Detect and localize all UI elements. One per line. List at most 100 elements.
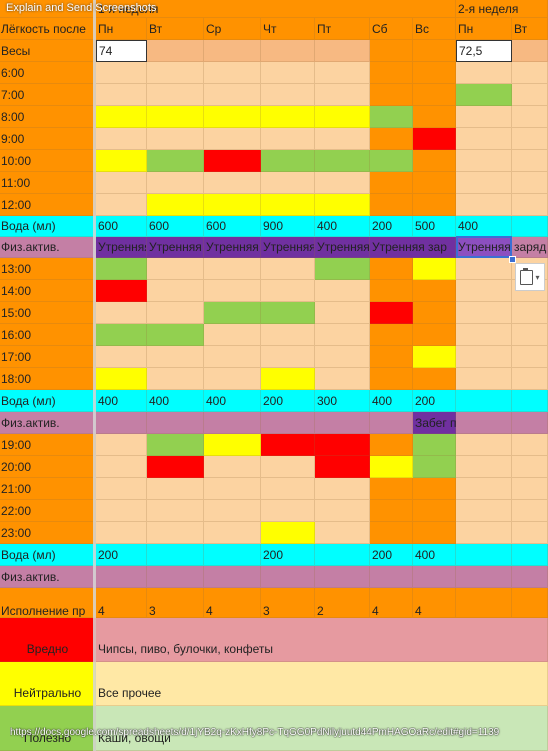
hour-cell[interactable]: [370, 434, 413, 456]
water-cell[interactable]: 200: [370, 544, 413, 566]
hour-cell[interactable]: [261, 62, 315, 84]
hour-cell[interactable]: [315, 150, 370, 172]
day-header-cell[interactable]: Вт: [512, 18, 548, 40]
hour-cell[interactable]: [456, 194, 512, 216]
hour-cell[interactable]: [315, 258, 370, 280]
execution-cell[interactable]: 4: [96, 588, 147, 618]
day-header-cell[interactable]: Пн: [96, 18, 147, 40]
execution-cell[interactable]: [512, 588, 548, 618]
hour-cell[interactable]: [413, 128, 456, 150]
execution-cell[interactable]: 2: [315, 588, 370, 618]
hour-cell[interactable]: [413, 478, 456, 500]
hour-label-cell[interactable]: 8:00: [0, 106, 96, 128]
activity-cell[interactable]: [413, 566, 456, 588]
water-cell[interactable]: 300: [315, 390, 370, 412]
hour-cell[interactable]: [456, 106, 512, 128]
activity-cell[interactable]: заряд: [512, 237, 548, 258]
hour-label-cell[interactable]: 13:00: [0, 258, 96, 280]
row-label-cell[interactable]: Лёгкость после: [0, 18, 96, 40]
hour-label-cell[interactable]: 18:00: [0, 368, 96, 390]
hour-cell[interactable]: [96, 194, 147, 216]
hour-cell[interactable]: [96, 84, 147, 106]
activity-label-cell[interactable]: Физ.актив.: [0, 412, 96, 434]
hour-cell[interactable]: [96, 346, 147, 368]
activity-label-cell[interactable]: Физ.актив.: [0, 237, 96, 258]
hour-cell[interactable]: [370, 302, 413, 324]
execution-cell[interactable]: 4: [204, 588, 261, 618]
hour-cell[interactable]: [315, 456, 370, 478]
hour-cell[interactable]: [512, 302, 548, 324]
hour-cell[interactable]: [315, 434, 370, 456]
hour-cell[interactable]: [413, 346, 456, 368]
hour-cell[interactable]: [456, 280, 512, 302]
legend-healthy-label[interactable]: Полезно: [0, 706, 96, 751]
hour-cell[interactable]: [261, 106, 315, 128]
water-cell[interactable]: 400: [315, 216, 370, 237]
hour-cell[interactable]: [261, 84, 315, 106]
hour-cell[interactable]: [512, 456, 548, 478]
execution-cell[interactable]: 4: [413, 588, 456, 618]
activity-cell[interactable]: Утренняя: [204, 237, 261, 258]
water-cell[interactable]: [512, 390, 548, 412]
hour-cell[interactable]: [512, 500, 548, 522]
day-header-cell[interactable]: Пн: [456, 18, 512, 40]
day-header-cell[interactable]: Ср: [204, 18, 261, 40]
activity-cell[interactable]: [370, 566, 413, 588]
hour-cell[interactable]: [370, 194, 413, 216]
water-cell[interactable]: 500: [413, 216, 456, 237]
hour-cell[interactable]: [261, 302, 315, 324]
hour-cell[interactable]: [147, 302, 204, 324]
water-cell[interactable]: 900: [261, 216, 315, 237]
hour-cell[interactable]: [204, 302, 261, 324]
hour-cell[interactable]: [456, 62, 512, 84]
activity-cell[interactable]: [96, 566, 147, 588]
hour-cell[interactable]: [147, 500, 204, 522]
hour-cell[interactable]: [370, 150, 413, 172]
hour-cell[interactable]: [413, 194, 456, 216]
hour-label-cell[interactable]: 23:00: [0, 522, 96, 544]
hour-cell[interactable]: [315, 368, 370, 390]
water-cell[interactable]: [512, 544, 548, 566]
hour-cell[interactable]: [261, 500, 315, 522]
weight-input-mon[interactable]: 74: [96, 40, 147, 62]
hour-cell[interactable]: [456, 346, 512, 368]
activity-cell[interactable]: [315, 412, 370, 434]
hour-cell[interactable]: [315, 62, 370, 84]
hour-cell[interactable]: [204, 368, 261, 390]
hour-cell[interactable]: [315, 500, 370, 522]
activity-cell[interactable]: Утренняя: [261, 237, 315, 258]
activity-cell[interactable]: Утренняя зар: [370, 237, 456, 258]
hour-cell[interactable]: [413, 368, 456, 390]
hour-cell[interactable]: [147, 194, 204, 216]
hour-cell[interactable]: [204, 324, 261, 346]
hour-label-cell[interactable]: 20:00: [0, 456, 96, 478]
hour-cell[interactable]: [261, 128, 315, 150]
hour-cell[interactable]: [147, 172, 204, 194]
hour-cell[interactable]: [512, 194, 548, 216]
water-cell[interactable]: 400: [204, 390, 261, 412]
hour-cell[interactable]: [147, 280, 204, 302]
hour-cell[interactable]: [456, 258, 512, 280]
water-cell[interactable]: [315, 544, 370, 566]
hour-cell[interactable]: [204, 258, 261, 280]
hour-cell[interactable]: [96, 172, 147, 194]
execution-cell[interactable]: 4: [370, 588, 413, 618]
hour-cell[interactable]: [370, 84, 413, 106]
hour-cell[interactable]: [512, 522, 548, 544]
day-header-cell[interactable]: Вс: [413, 18, 456, 40]
hour-cell[interactable]: [204, 280, 261, 302]
hour-cell[interactable]: [413, 62, 456, 84]
hour-cell[interactable]: [147, 368, 204, 390]
hour-cell[interactable]: [204, 500, 261, 522]
water-label-cell[interactable]: Вода (мл): [0, 390, 96, 412]
hour-cell[interactable]: [261, 324, 315, 346]
hour-cell[interactable]: [315, 302, 370, 324]
hour-cell[interactable]: [261, 172, 315, 194]
hour-cell[interactable]: [96, 522, 147, 544]
hour-label-cell[interactable]: 12:00: [0, 194, 96, 216]
hour-cell[interactable]: [413, 106, 456, 128]
hour-cell[interactable]: [147, 62, 204, 84]
activity-cell[interactable]: [204, 412, 261, 434]
hour-cell[interactable]: [370, 368, 413, 390]
hour-cell[interactable]: [204, 128, 261, 150]
